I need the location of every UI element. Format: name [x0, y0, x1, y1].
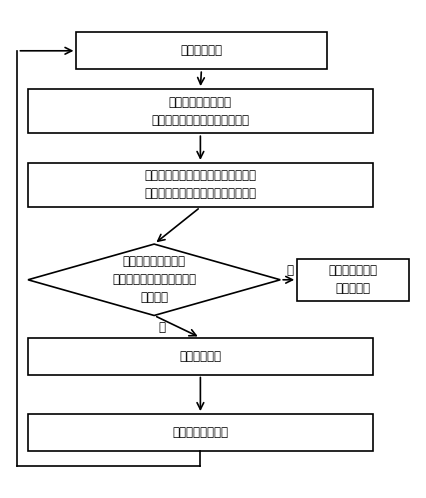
Text: 等待下一个集装箱: 等待下一个集装箱 [173, 426, 228, 439]
Text: 判定跟踪感兴趣区域
移动范围是否超限（车架是
否上升）: 判定跟踪感兴趣区域 移动范围是否超限（车架是 否上升） [112, 255, 196, 304]
Bar [28, 163, 373, 207]
Text: 发出报警信号，
不允许起吊: 发出报警信号， 不允许起吊 [328, 264, 377, 295]
Bar [28, 89, 373, 133]
Text: 否: 否 [158, 321, 165, 334]
Bar [297, 259, 409, 301]
Text: 选定跟踪感兴趣区域
即车架行使区域，划定跟踪子区: 选定跟踪感兴趣区域 即车架行使区域，划定跟踪子区 [151, 96, 249, 126]
Text: 基于快速傅立叶变化在线学习的跟踪
算法，估计各子区目标外形框的位置: 基于快速傅立叶变化在线学习的跟踪 算法，估计各子区目标外形框的位置 [144, 169, 256, 201]
Text: 允许继续起吊: 允许继续起吊 [179, 350, 222, 363]
Text: 采集图像序列: 采集图像序列 [181, 44, 222, 57]
Bar [76, 32, 326, 69]
Bar [28, 338, 373, 374]
Text: 是: 是 [287, 264, 294, 277]
Bar [28, 414, 373, 451]
Polygon shape [28, 244, 280, 315]
